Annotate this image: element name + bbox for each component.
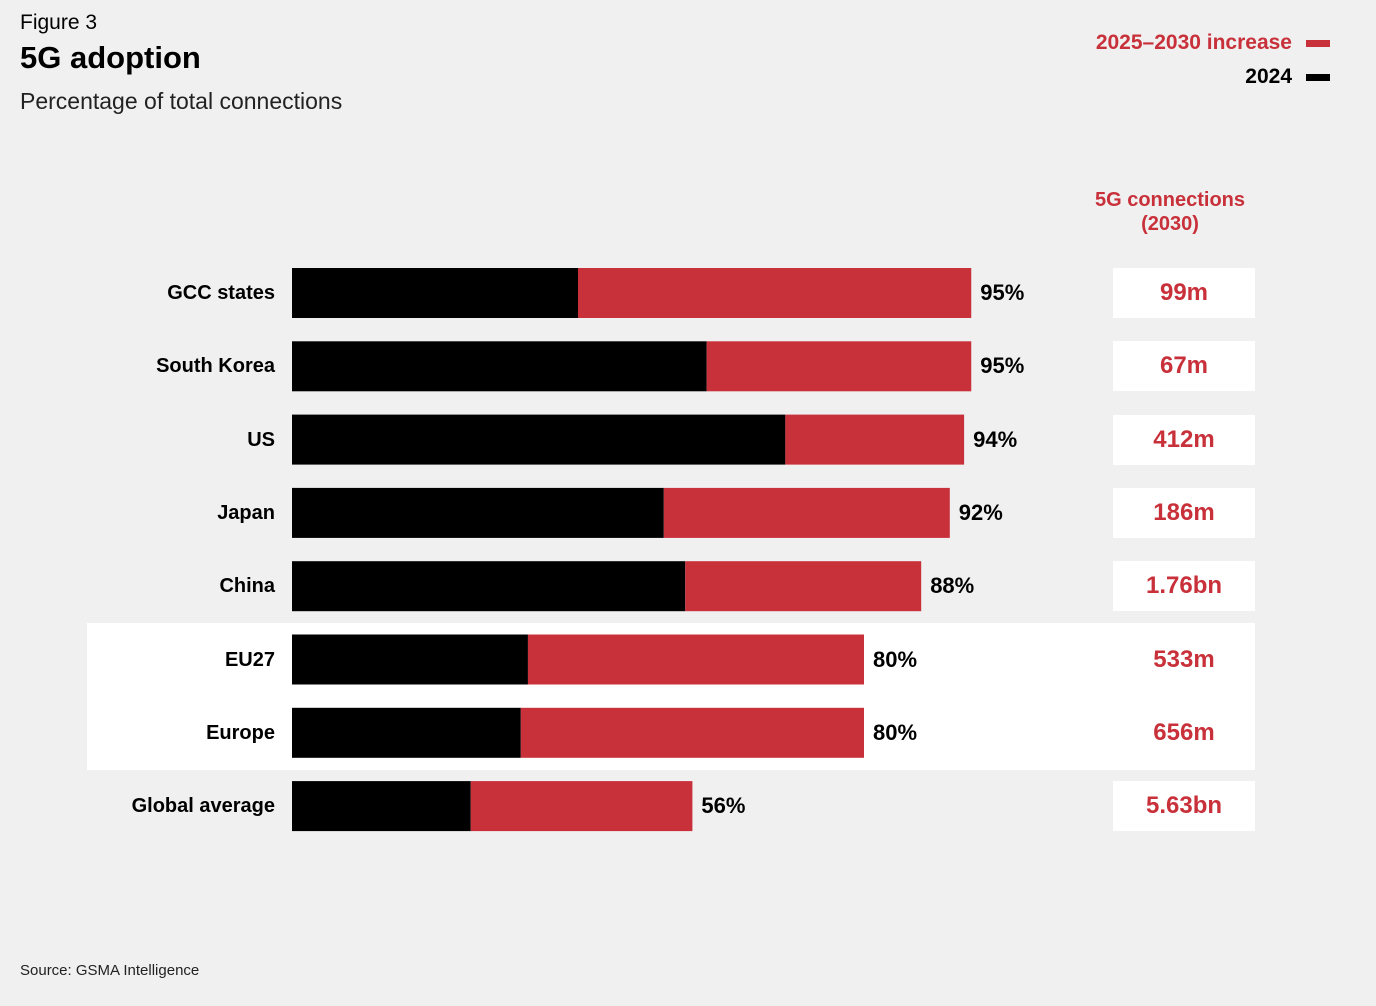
legend-item-2024: 2024 [1245, 65, 1330, 89]
category-label: Global average [131, 795, 275, 818]
legend-item-increase: 2025–2030 increase [1096, 31, 1330, 55]
bar-increase [785, 414, 965, 465]
category-label: South Korea [156, 355, 275, 378]
bar-2024 [292, 707, 521, 758]
connections-value: 656m [1153, 718, 1215, 746]
category-label: Europe [206, 721, 275, 744]
total-value-label: 80% [873, 719, 918, 745]
bar-2024 [292, 561, 686, 612]
legend-increase-swatch [1306, 39, 1330, 47]
total-value-label: 80% [873, 646, 918, 672]
bar-2024 [292, 781, 471, 832]
connections-value: 1.76bn [1113, 561, 1255, 612]
category-label: China [219, 575, 275, 598]
connections-value: 99m [1113, 268, 1255, 318]
bar-increase [706, 341, 972, 392]
category-label: US [247, 428, 275, 451]
bar-increase [578, 268, 972, 318]
total-value-label: 95% [980, 353, 1025, 379]
connections-header-line1: 5G connections [1094, 189, 1246, 211]
chart-title: 5G adoption [20, 40, 201, 75]
bar-increase [470, 781, 693, 832]
legend-2024-swatch [1306, 73, 1330, 81]
bar-increase [520, 707, 864, 758]
total-value-label: 56% [701, 793, 746, 819]
figure-label: Figure 3 [20, 11, 98, 34]
category-label: GCC states [167, 282, 275, 304]
source-note: Source: GSMA Intelligence [20, 962, 200, 979]
bar-increase [527, 634, 864, 685]
category-label: EU27 [224, 648, 275, 671]
connections-header: 5G connections (2030) [1070, 188, 1270, 236]
legend-2024-label: 2024 [1245, 65, 1292, 88]
bar-2024 [292, 341, 707, 392]
bar-2024 [292, 268, 578, 318]
bar-2024 [292, 634, 528, 685]
legend-increase-label: 2025–2030 increase [1095, 31, 1292, 54]
bar-2024 [292, 487, 664, 538]
total-value-label: 94% [973, 426, 1018, 452]
chart-subtitle: Percentage of total connections [20, 88, 343, 114]
connections-value: 5.63bn [1113, 781, 1255, 832]
total-value-label: 95% [980, 280, 1025, 305]
total-value-label: 92% [958, 499, 1003, 525]
connections-header-line2: (2030) [1141, 213, 1199, 235]
category-label: Japan [217, 501, 275, 524]
bar-2024 [292, 414, 786, 465]
bar-increase [685, 561, 922, 612]
connections-value: 67m [1113, 341, 1255, 392]
connections-value: 533m [1153, 645, 1215, 673]
connections-value: 186m [1113, 487, 1255, 538]
total-value-label: 88% [930, 573, 975, 599]
connections-value: 412m [1113, 414, 1255, 465]
bar-increase [663, 487, 950, 538]
